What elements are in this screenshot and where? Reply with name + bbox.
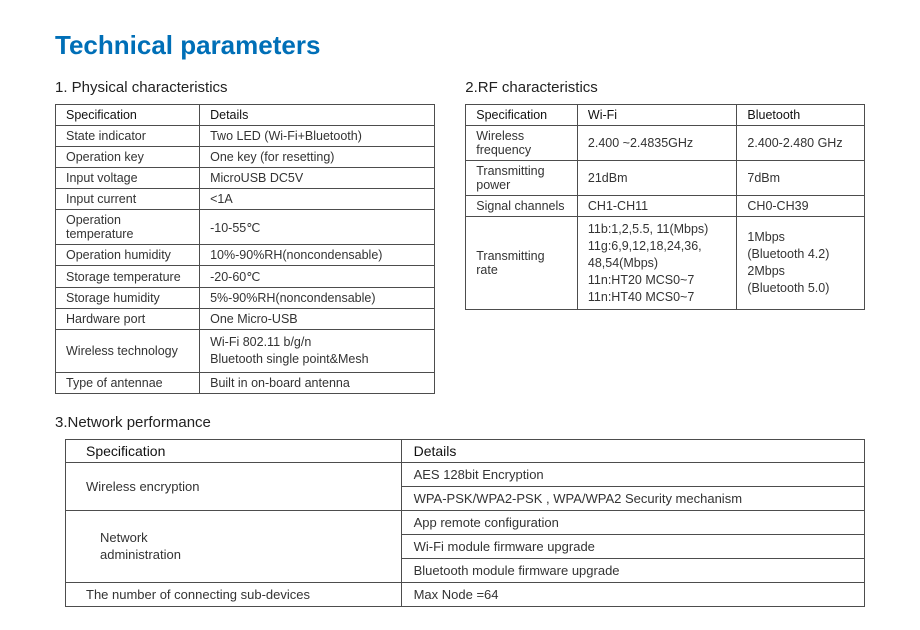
cell-spec: State indicator [56, 126, 200, 147]
cell-detail: -10-55℃ [200, 210, 435, 245]
cell-spec: Type of antennae [56, 372, 200, 393]
table-rf: Specification Wi-Fi Bluetooth Wireless f… [465, 104, 865, 310]
page: Technical parameters 1. Physical charact… [0, 0, 920, 627]
cell-detail: Built in on-board antenna [200, 372, 435, 393]
col-header-spec: Specification [56, 105, 200, 126]
col-header-wifi: Wi-Fi [577, 105, 737, 126]
table-header-row: Specification Details [56, 105, 435, 126]
section-title-network: 3.Network performance [55, 414, 865, 431]
section-rf: 2.RF characteristics Specification Wi-Fi… [465, 79, 865, 310]
cell-detail: AES 128bit Encryption [401, 462, 864, 486]
table-row: Signal channelsCH1-CH11CH0-CH39 [466, 196, 865, 217]
cell-spec: Transmitting power [466, 161, 578, 196]
table-row: Transmitting rate11b:1,2,5.5, 11(Mbps)11… [466, 217, 865, 310]
cell-spec: The number of connecting sub-devices [66, 582, 402, 606]
page-title: Technical parameters [55, 30, 865, 61]
cell-detail: Max Node =64 [401, 582, 864, 606]
table-row: Hardware portOne Micro-USB [56, 309, 435, 330]
cell-detail: WPA-PSK/WPA2-PSK , WPA/WPA2 Security mec… [401, 486, 864, 510]
cell-wifi: CH1-CH11 [577, 196, 737, 217]
cell-detail: <1A [200, 189, 435, 210]
table-row: State indicatorTwo LED (Wi-Fi+Bluetooth) [56, 126, 435, 147]
cell-spec: Storage humidity [56, 288, 200, 309]
col-header-bluetooth: Bluetooth [737, 105, 865, 126]
cell-spec: Operation temperature [56, 210, 200, 245]
table-row: Storage humidity5%-90%RH(noncondensable) [56, 288, 435, 309]
cell-spec: Hardware port [56, 309, 200, 330]
col-header-details: Details [200, 105, 435, 126]
table-row: Wireless technologyWi-Fi 802.11 b/g/nBlu… [56, 330, 435, 373]
table-physical: Specification Details State indicatorTwo… [55, 104, 435, 394]
cell-spec: Networkadministration [66, 510, 402, 582]
table-row: Wireless encryption AES 128bit Encryptio… [66, 462, 865, 486]
cell-detail: Two LED (Wi-Fi+Bluetooth) [200, 126, 435, 147]
cell-detail: -20-60℃ [200, 266, 435, 288]
table-network: Specification Details Wireless encryptio… [65, 439, 865, 607]
two-column-layout: 1. Physical characteristics Specificatio… [55, 79, 865, 394]
cell-wifi: 2.400 ~2.4835GHz [577, 126, 737, 161]
section-title-rf: 2.RF characteristics [465, 79, 865, 96]
cell-detail: 10%-90%RH(noncondensable) [200, 245, 435, 266]
cell-detail: App remote configuration [401, 510, 864, 534]
table-row: Wireless frequency2.400 ~2.4835GHz2.400-… [466, 126, 865, 161]
table-row: Networkadministration App remote configu… [66, 510, 865, 534]
cell-detail: Wi-Fi module firmware upgrade [401, 534, 864, 558]
table-row: Input current<1A [56, 189, 435, 210]
cell-spec: Wireless encryption [66, 462, 402, 510]
table-header-row: Specification Details [66, 439, 865, 462]
cell-detail: Wi-Fi 802.11 b/g/nBluetooth single point… [200, 330, 435, 373]
cell-detail: One key (for resetting) [200, 147, 435, 168]
table-row: Operation humidity10%-90%RH(noncondensab… [56, 245, 435, 266]
cell-spec: Input voltage [56, 168, 200, 189]
col-header-spec: Specification [466, 105, 578, 126]
cell-spec: Transmitting rate [466, 217, 578, 310]
table-row: The number of connecting sub-devices Max… [66, 582, 865, 606]
cell-wifi: 21dBm [577, 161, 737, 196]
cell-wifi: 11b:1,2,5.5, 11(Mbps)11g:6,9,12,18,24,36… [577, 217, 737, 310]
cell-spec: Wireless technology [56, 330, 200, 373]
table-row: Type of antennaeBuilt in on-board antenn… [56, 372, 435, 393]
section-physical: 1. Physical characteristics Specificatio… [55, 79, 435, 394]
cell-detail: Bluetooth module firmware upgrade [401, 558, 864, 582]
table-header-row: Specification Wi-Fi Bluetooth [466, 105, 865, 126]
table-row: Operation temperature-10-55℃ [56, 210, 435, 245]
col-header-details: Details [401, 439, 864, 462]
cell-spec: Input current [56, 189, 200, 210]
cell-spec: Storage temperature [56, 266, 200, 288]
cell-bt: CH0-CH39 [737, 196, 865, 217]
table-row: Operation keyOne key (for resetting) [56, 147, 435, 168]
cell-spec: Wireless frequency [466, 126, 578, 161]
cell-detail: MicroUSB DC5V [200, 168, 435, 189]
cell-detail: 5%-90%RH(noncondensable) [200, 288, 435, 309]
cell-detail: One Micro-USB [200, 309, 435, 330]
cell-bt: 1Mbps(Bluetooth 4.2)2Mbps(Bluetooth 5.0) [737, 217, 865, 310]
cell-spec: Operation key [56, 147, 200, 168]
col-header-spec: Specification [66, 439, 402, 462]
cell-spec: Signal channels [466, 196, 578, 217]
cell-bt: 2.400-2.480 GHz [737, 126, 865, 161]
section-title-physical: 1. Physical characteristics [55, 79, 435, 96]
table-row: Storage temperature-20-60℃ [56, 266, 435, 288]
cell-bt: 7dBm [737, 161, 865, 196]
cell-spec: Operation humidity [56, 245, 200, 266]
table-row: Input voltageMicroUSB DC5V [56, 168, 435, 189]
table-row: Transmitting power21dBm7dBm [466, 161, 865, 196]
section-network: Specification Details Wireless encryptio… [55, 439, 865, 607]
